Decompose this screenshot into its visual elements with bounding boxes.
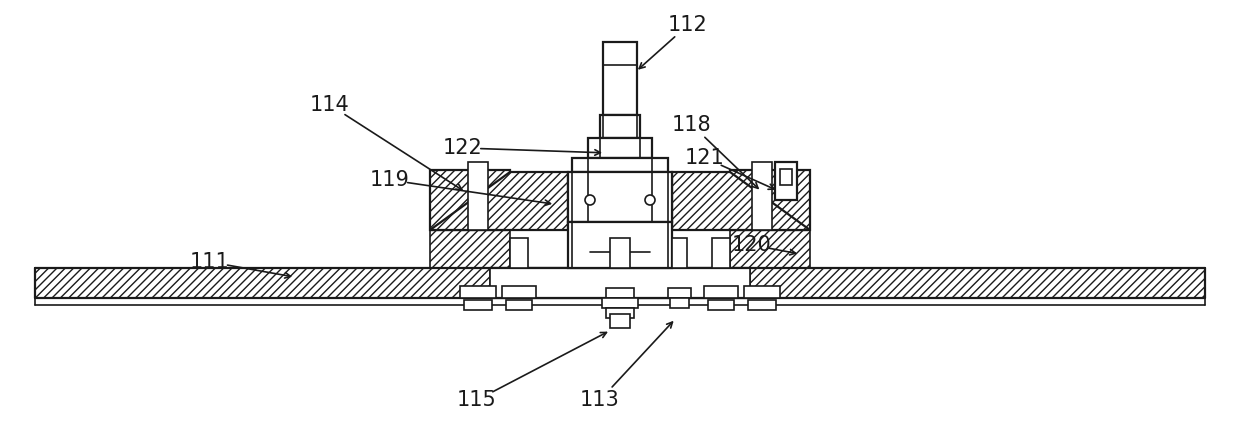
Text: 113: 113 <box>580 390 620 410</box>
Bar <box>610 314 630 328</box>
Bar <box>751 162 773 230</box>
Bar <box>601 298 639 308</box>
Bar <box>603 42 637 115</box>
Bar <box>568 172 672 222</box>
Bar <box>730 170 810 230</box>
Bar <box>600 115 640 138</box>
Bar <box>506 300 532 310</box>
Bar <box>672 238 687 268</box>
Bar <box>670 298 689 308</box>
Text: 122: 122 <box>443 138 482 158</box>
Bar <box>467 162 489 230</box>
Bar <box>606 288 634 298</box>
Bar <box>568 222 672 268</box>
Text: 121: 121 <box>686 148 725 168</box>
Text: 112: 112 <box>668 15 708 35</box>
Bar <box>744 286 780 298</box>
Text: 111: 111 <box>190 252 229 272</box>
Bar <box>730 222 810 268</box>
Bar <box>750 268 1205 298</box>
Bar <box>708 300 734 310</box>
Bar <box>568 222 672 268</box>
Bar <box>490 268 750 298</box>
Text: 119: 119 <box>370 170 410 190</box>
Bar <box>430 170 510 230</box>
Bar <box>668 288 691 298</box>
Bar <box>460 286 496 298</box>
Bar <box>510 238 528 268</box>
Bar <box>35 268 490 298</box>
Bar <box>712 238 730 268</box>
Bar <box>748 300 776 310</box>
Text: 114: 114 <box>310 95 350 115</box>
Bar <box>606 308 634 318</box>
Circle shape <box>585 195 595 205</box>
Bar <box>588 138 652 158</box>
Text: 120: 120 <box>732 235 771 255</box>
Polygon shape <box>430 172 568 230</box>
Bar <box>610 238 630 268</box>
Bar <box>430 222 510 268</box>
Bar <box>780 169 792 185</box>
Circle shape <box>645 195 655 205</box>
Bar <box>775 162 797 200</box>
Bar <box>464 300 492 310</box>
Bar <box>572 158 668 172</box>
Bar <box>502 286 536 298</box>
Polygon shape <box>672 172 810 230</box>
Text: 115: 115 <box>458 390 497 410</box>
Bar <box>704 286 738 298</box>
Text: 118: 118 <box>672 115 712 135</box>
